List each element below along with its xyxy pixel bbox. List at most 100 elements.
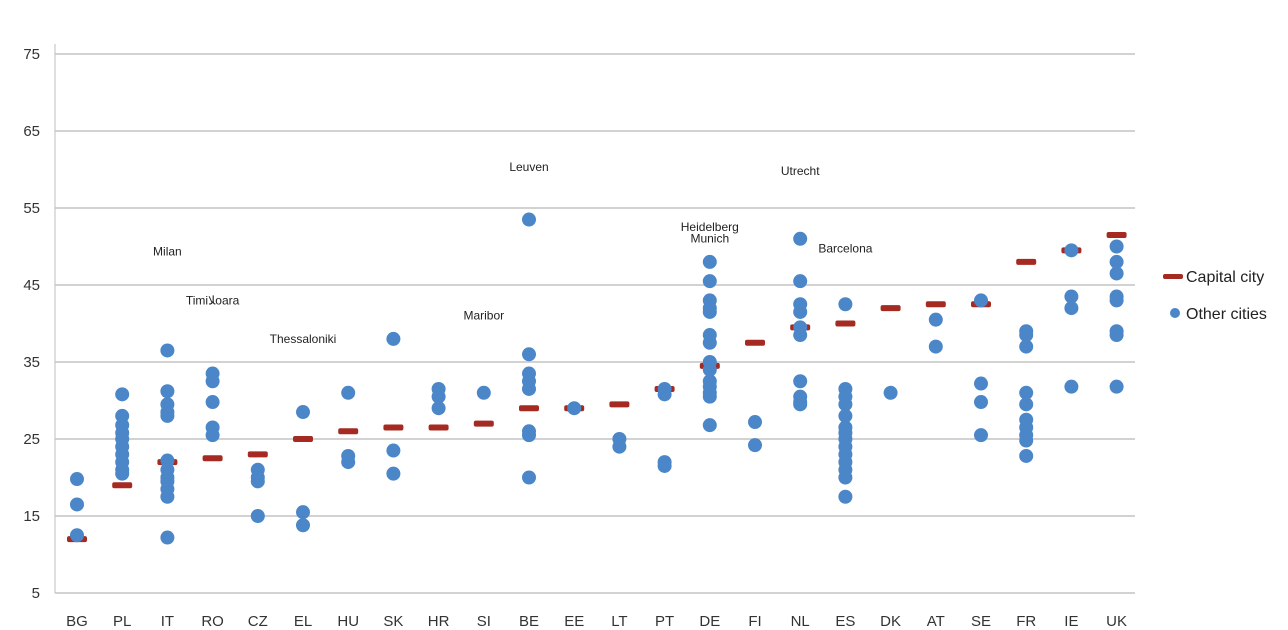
capital-city-marker: [609, 401, 630, 408]
other-city-point: [1109, 239, 1124, 254]
annotations: Milan Timiﻼoara Thessaloniki Maribor Leuven H…: [153, 160, 873, 346]
other-city-point: [702, 304, 717, 319]
other-city-point: [386, 443, 401, 458]
other-city-point: [567, 401, 582, 416]
y-axis-ticks: 5 15 25 35 45 55 65 75: [23, 46, 40, 602]
capital-city-marker: [112, 482, 133, 489]
x-tick-label: IE: [1064, 613, 1078, 630]
other-city-point: [793, 304, 808, 319]
legend-marker-capital-city: [1163, 274, 1183, 279]
annotation-label: Leuven: [509, 160, 548, 174]
other-city-point: [702, 254, 717, 269]
y-tick-label: 45: [23, 277, 40, 294]
legend-label-capital-city: Capital city: [1186, 269, 1264, 286]
other-city-point: [522, 470, 536, 485]
other-city-point: [748, 438, 762, 453]
capital-city-marker: [925, 301, 946, 308]
other-city-point: [1109, 293, 1124, 308]
other-city-point: [115, 387, 130, 402]
x-tick-label: SI: [477, 613, 491, 630]
other-city-point: [1019, 433, 1034, 448]
capital-city-marker: [745, 339, 765, 346]
y-tick-label: 75: [23, 46, 40, 63]
y-tick-label: 55: [23, 200, 40, 217]
other-city-point: [702, 418, 717, 433]
capital-city-marker: [428, 424, 449, 431]
annotation-label: Munich: [690, 232, 729, 246]
capital-city-marker: [293, 436, 313, 442]
other-city-point: [1064, 243, 1079, 258]
y-tick-label: 65: [23, 123, 40, 140]
x-tick-label: FR: [1016, 613, 1036, 630]
gridlines: [54, 44, 1135, 594]
other-city-point: [657, 387, 672, 402]
other-city-point: [657, 458, 672, 473]
capital-city-marker: [1016, 258, 1037, 265]
annotation-label: Timiﻼoara: [186, 293, 240, 307]
other-city-point: [296, 505, 310, 520]
x-tick-label: AT: [927, 613, 945, 630]
other-city-point: [974, 293, 988, 308]
other-city-point: [702, 389, 717, 404]
other-city-point: [70, 472, 84, 487]
other-city-point: [205, 374, 220, 389]
legend-marker-other-cities: [1170, 308, 1180, 318]
other-city-point: [522, 212, 536, 227]
other-city-point: [205, 428, 220, 443]
other-city-point: [838, 408, 853, 423]
other-city-point: [522, 347, 536, 362]
x-tick-label: IT: [161, 613, 174, 630]
other-city-point: [70, 528, 84, 543]
other-city-point: [160, 489, 175, 504]
other-city-point: [1109, 328, 1124, 343]
other-city-point: [1019, 339, 1034, 354]
y-tick-label: 5: [32, 585, 40, 602]
capital-city-marker: [247, 451, 268, 458]
other-city-point: [522, 428, 536, 443]
other-city-point: [296, 405, 310, 420]
other-city-point: [1019, 448, 1034, 463]
other-city-point: [1019, 397, 1034, 412]
x-tick-label: BE: [519, 613, 539, 630]
other-city-point: [160, 384, 175, 399]
other-city-point: [1064, 289, 1079, 304]
x-tick-label: DE: [699, 613, 720, 630]
x-tick-label: DK: [880, 613, 901, 630]
capital-city-marker: [880, 305, 901, 312]
y-tick-label: 25: [23, 431, 40, 448]
other-city-point: [838, 489, 853, 504]
other-city-point: [974, 376, 988, 391]
capital-city-marker: [519, 405, 539, 412]
x-tick-label: RO: [201, 613, 224, 630]
x-tick-label: PL: [113, 613, 131, 630]
other-city-point: [1019, 328, 1034, 343]
x-tick-label: CZ: [248, 613, 268, 630]
other-city-point: [205, 395, 220, 410]
other-city-point: [160, 343, 175, 358]
other-city-point: [883, 385, 898, 400]
other-city-point: [928, 312, 943, 327]
legend-label-other-cities: Other cities: [1186, 306, 1267, 323]
other-city-point: [1064, 301, 1079, 316]
other-city-point: [793, 374, 808, 389]
other-city-point: [838, 297, 853, 312]
other-city-point: [1109, 266, 1124, 281]
x-tick-label: UK: [1106, 613, 1127, 630]
other-city-point: [612, 439, 627, 454]
annotation-label: Barcelona: [818, 242, 872, 256]
other-city-point: [1109, 379, 1124, 394]
x-tick-label: PT: [655, 613, 674, 630]
other-city-point: [928, 339, 943, 354]
capital-city-marker: [835, 320, 856, 327]
series-capital-city: [67, 231, 1127, 543]
annotation-label: Maribor: [463, 309, 504, 323]
x-tick-label: SE: [971, 613, 991, 630]
other-city-point: [748, 415, 762, 430]
other-city-point: [115, 466, 130, 481]
x-axis-ticks: BG PL IT RO CZ EL HU SK HR SI BE EE LT PT DE FI NL ES DK AT…: [66, 613, 1127, 630]
other-city-point: [1109, 254, 1124, 269]
annotation-label: Thessaloniki: [270, 332, 337, 346]
other-city-point: [250, 509, 265, 523]
other-city-point: [793, 231, 808, 246]
